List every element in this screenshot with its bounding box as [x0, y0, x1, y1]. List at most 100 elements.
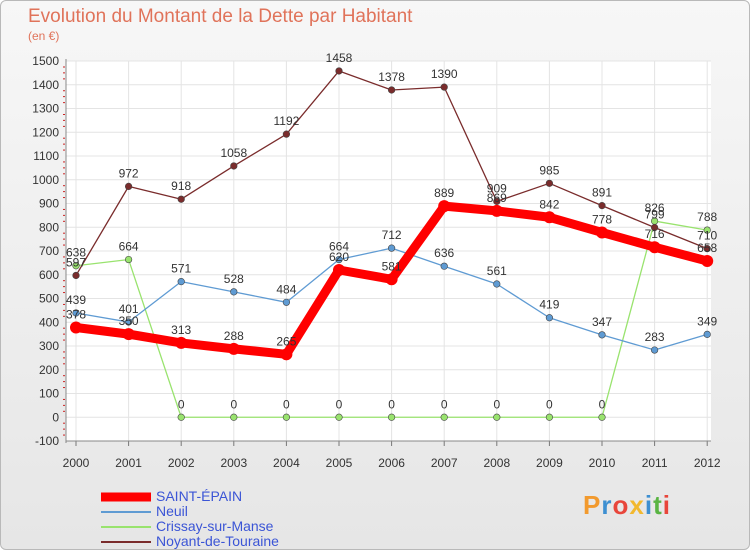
data-label: 419	[539, 298, 559, 312]
chart-subtitle: (en €)	[28, 29, 60, 43]
legend-swatch	[101, 525, 151, 528]
data-label: 1378	[378, 70, 405, 84]
data-label: 716	[645, 227, 665, 241]
y-tick-label: 100	[39, 387, 59, 401]
data-point	[124, 182, 133, 190]
x-tick-label: 2001	[115, 456, 142, 470]
legend-label: Noyant-de-Touraine	[156, 533, 279, 549]
x-tick-label: 2002	[168, 456, 195, 470]
legend-swatch	[101, 492, 151, 501]
y-tick-label: 500	[39, 292, 59, 306]
data-label: 528	[224, 272, 244, 286]
data-label: 1458	[326, 51, 353, 65]
data-point	[280, 348, 293, 361]
data-label: 1192	[273, 114, 299, 128]
data-label: 561	[487, 264, 507, 278]
data-point	[388, 413, 396, 421]
y-tick-label: -100	[35, 434, 59, 448]
data-label: 891	[592, 186, 612, 200]
x-tick-label: 2012	[694, 456, 721, 470]
data-label: 710	[697, 229, 717, 243]
y-tick-label: 800	[39, 220, 59, 234]
data-point	[230, 413, 238, 421]
data-label: 788	[697, 210, 717, 224]
data-point	[230, 288, 238, 296]
data-point	[335, 255, 343, 264]
logo-letter: r	[601, 490, 613, 520]
data-point	[490, 204, 503, 217]
y-tick-label: 1500	[32, 54, 59, 68]
data-label: 0	[178, 397, 185, 411]
data-point	[122, 328, 135, 341]
data-label: 349	[697, 314, 717, 328]
data-label: 350	[119, 314, 139, 328]
data-label: 972	[119, 166, 139, 180]
x-tick-label: 2008	[483, 456, 510, 470]
data-label: 571	[171, 262, 191, 276]
data-point	[333, 264, 345, 276]
data-point	[650, 346, 659, 354]
data-label: 0	[493, 397, 500, 411]
x-tick-label: 2006	[378, 456, 405, 470]
x-tick-label: 2007	[431, 456, 458, 470]
data-label: 658	[697, 241, 717, 255]
data-label: 378	[66, 307, 86, 321]
data-label: 313	[171, 323, 191, 337]
data-point	[650, 223, 659, 232]
data-label: 0	[283, 397, 290, 411]
data-point	[493, 280, 501, 288]
logo-letter: x	[629, 490, 645, 520]
data-point	[438, 200, 451, 213]
data-point	[177, 413, 185, 421]
data-label: 0	[599, 397, 606, 411]
data-point	[177, 278, 185, 286]
y-tick-label: 1400	[32, 78, 59, 92]
data-point	[598, 202, 606, 210]
data-label: 0	[336, 397, 343, 411]
data-label: 918	[171, 179, 191, 193]
data-label: 1390	[431, 67, 458, 81]
legend-swatch	[101, 510, 151, 513]
data-label: 664	[329, 240, 349, 254]
data-point	[72, 262, 80, 270]
y-tick-label: 200	[39, 363, 59, 377]
chart-title: Evolution du Montant de la Dette par Hab…	[28, 6, 413, 27]
data-point	[388, 244, 396, 252]
data-point	[598, 331, 606, 339]
y-tick-label: 1000	[32, 173, 59, 187]
x-tick-label: 2004	[273, 456, 300, 470]
data-label: 842	[539, 197, 559, 211]
data-label: 0	[388, 397, 395, 411]
data-label: 265	[276, 334, 296, 348]
y-tick-label: 0	[52, 410, 59, 424]
y-tick-label: 600	[39, 268, 59, 282]
data-point	[701, 254, 714, 267]
data-point	[543, 211, 556, 224]
y-tick-label: 1100	[33, 149, 59, 163]
data-point	[545, 413, 554, 421]
data-point	[70, 321, 82, 334]
data-point	[440, 83, 448, 91]
data-point	[72, 309, 80, 317]
data-point	[493, 413, 501, 421]
data-label: 620	[329, 250, 349, 264]
data-point	[335, 413, 343, 421]
data-label: 638	[66, 246, 86, 260]
y-tick-label: 900	[39, 197, 59, 211]
data-label: 712	[382, 228, 402, 242]
x-tick-label: 2003	[220, 456, 247, 470]
x-tick-label: 2011	[642, 456, 668, 470]
data-point	[703, 226, 711, 234]
legend-label: Crissay-sur-Manse	[156, 518, 274, 534]
data-point	[440, 413, 448, 421]
y-tick-label: 1300	[32, 102, 59, 116]
data-label: 889	[434, 186, 454, 200]
data-point	[124, 255, 133, 264]
proxiti-logo: Proxiti	[583, 490, 671, 521]
data-label: 0	[441, 397, 448, 411]
data-label: 909	[487, 181, 507, 195]
data-label: 581	[382, 259, 402, 273]
y-tick-label: 1200	[32, 125, 59, 139]
